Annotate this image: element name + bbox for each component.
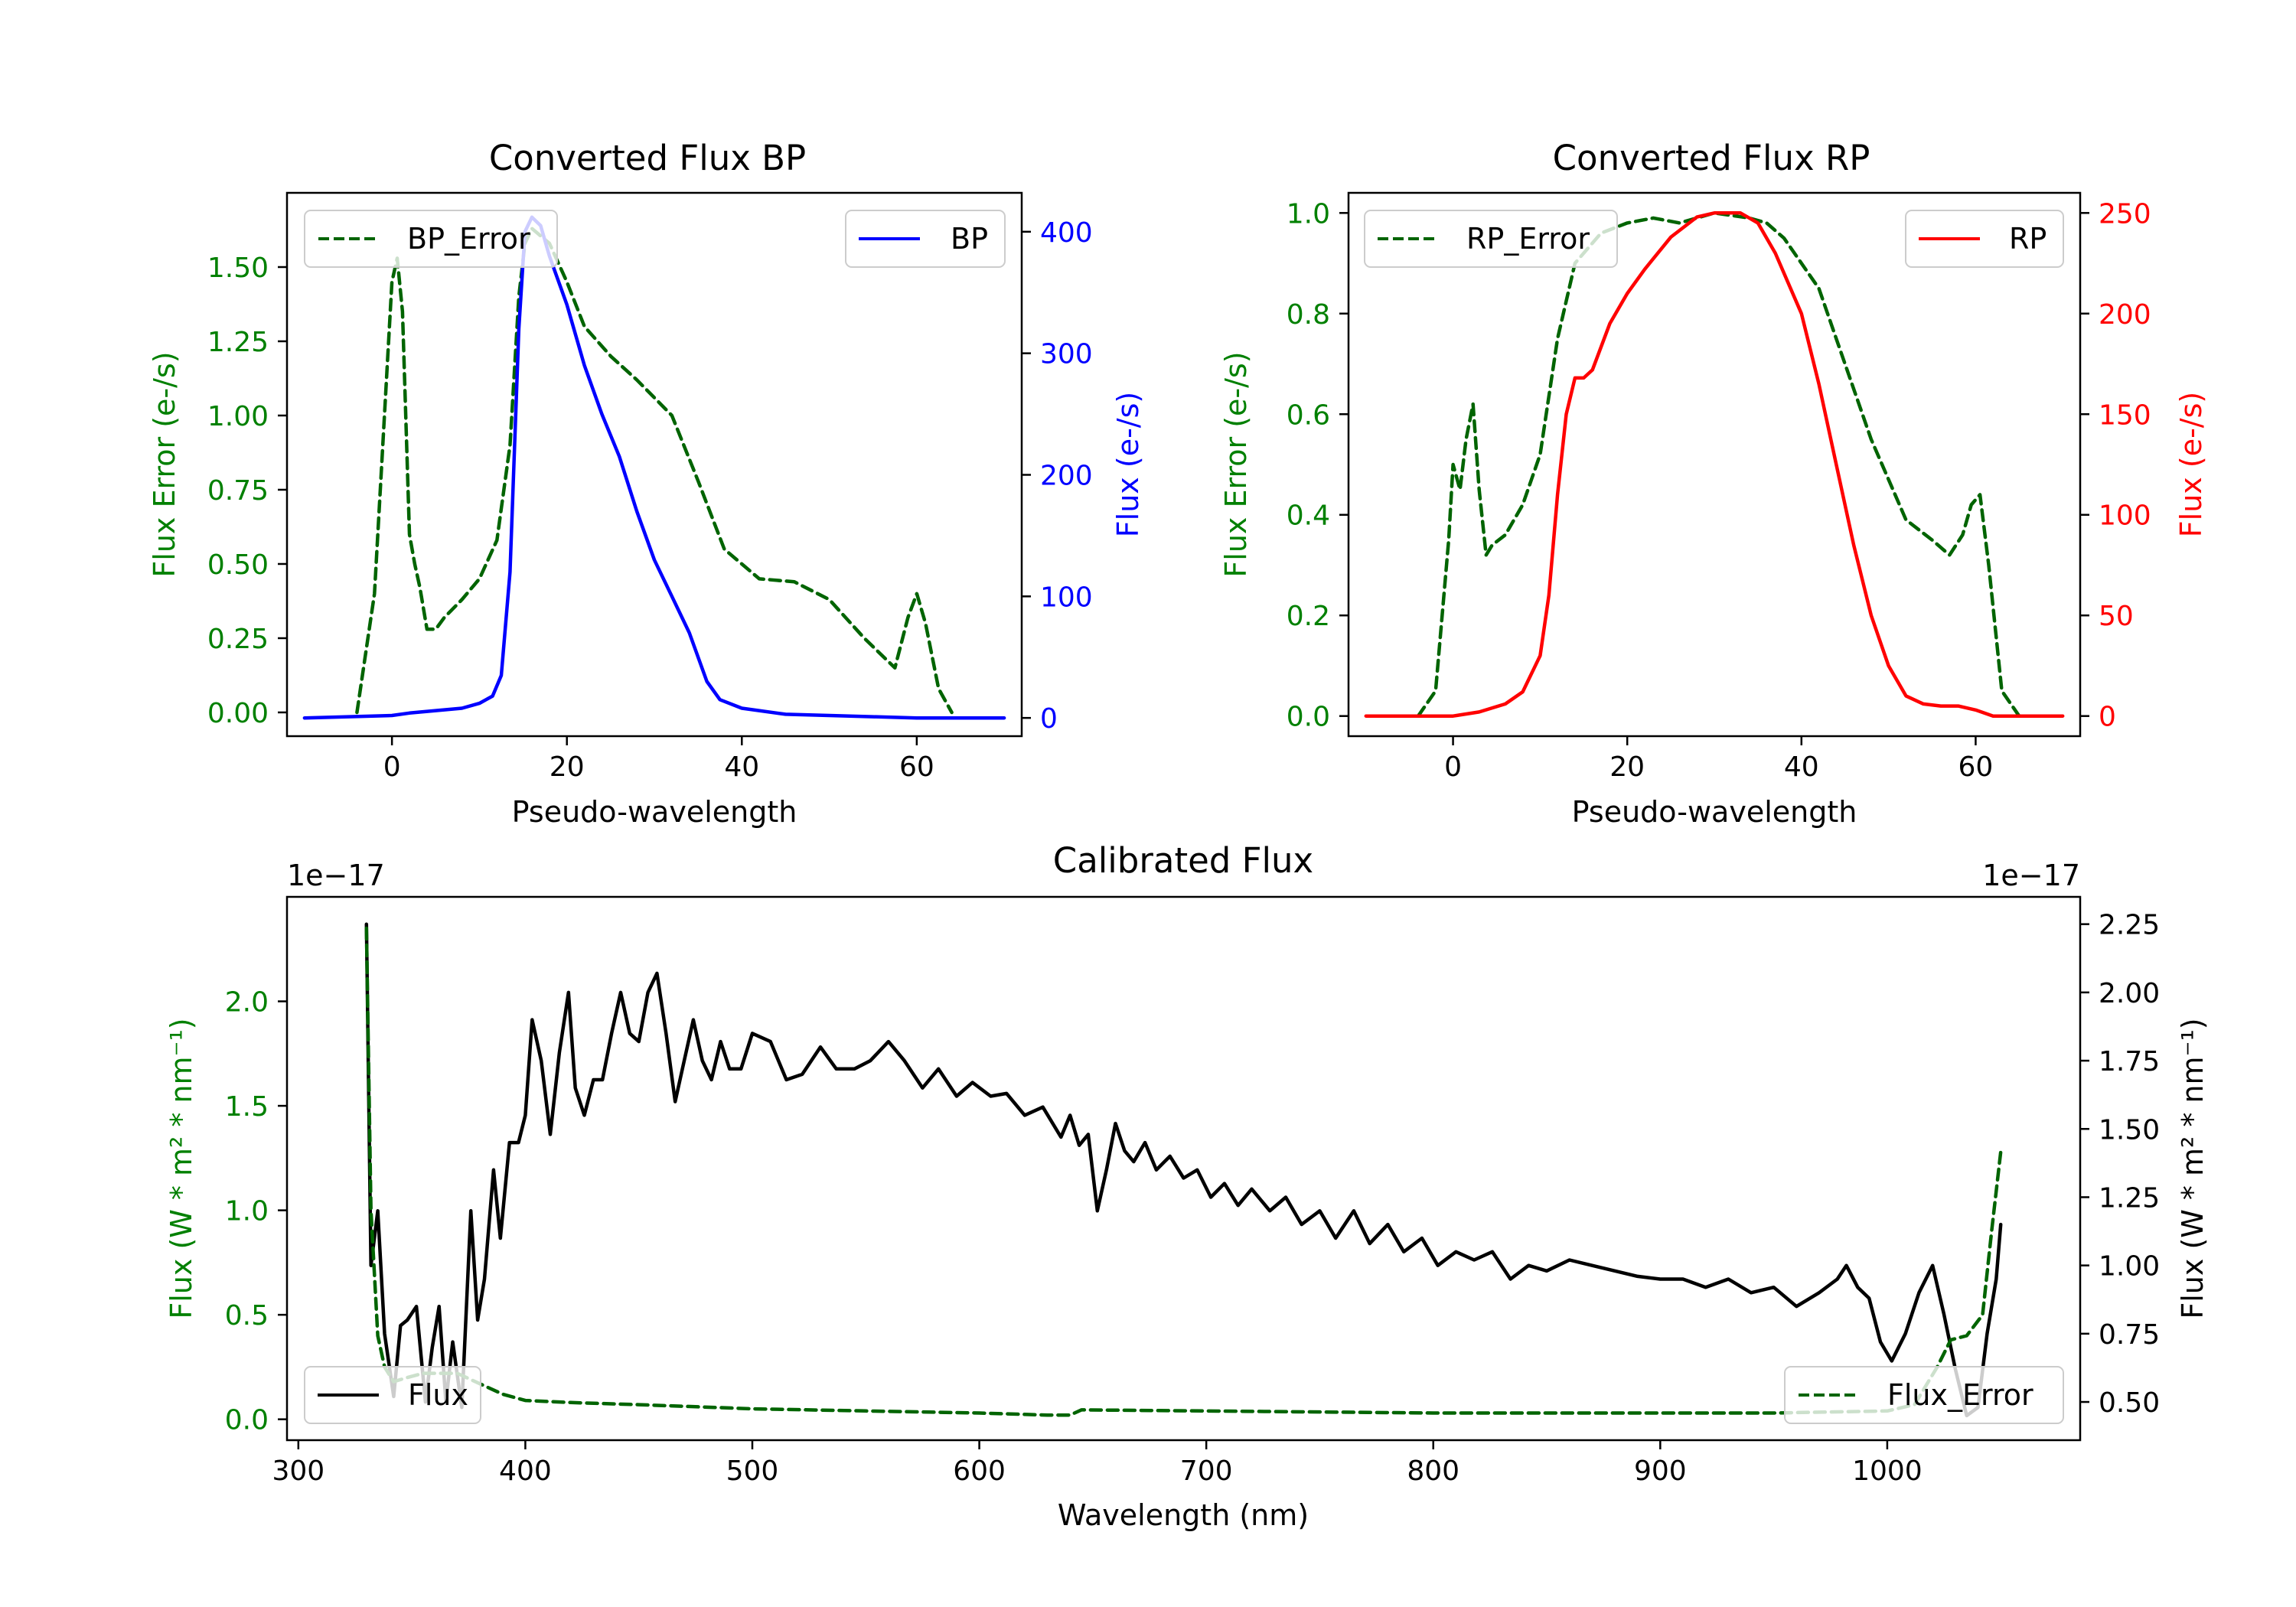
x-tick-label: 900 bbox=[1634, 1455, 1687, 1487]
y-tick-label-left: 1.25 bbox=[207, 327, 269, 358]
x-tick-label: 700 bbox=[1180, 1455, 1233, 1487]
legend-label: Flux bbox=[408, 1378, 468, 1412]
y-tick-label-right: 2.00 bbox=[2099, 978, 2160, 1009]
chart-title: Calibrated Flux bbox=[1053, 840, 1313, 881]
y-tick-label-right: 0 bbox=[2099, 702, 2116, 733]
x-tick-label: 500 bbox=[726, 1455, 779, 1487]
legend-frame bbox=[1364, 210, 1618, 268]
x-tick-label: 20 bbox=[1609, 751, 1645, 783]
y-tick-label-right: 200 bbox=[1040, 461, 1093, 492]
y-axis-label-left: Flux Error (e-/s) bbox=[148, 351, 181, 577]
y-tick-label-left: 2.0 bbox=[225, 987, 269, 1019]
y-axis-label-right: Flux (W * m² * nm⁻¹) bbox=[2176, 1018, 2210, 1319]
y-tick-label-right: 1.25 bbox=[2099, 1182, 2160, 1214]
y-tick-label-left: 0.8 bbox=[1287, 299, 1330, 331]
legend-frame bbox=[304, 210, 558, 268]
y-axis-label-right: Flux (e-/s) bbox=[1111, 392, 1145, 537]
series-line-rp-error bbox=[1416, 211, 2021, 718]
legend-rp-error: RP_Error bbox=[1364, 210, 1618, 268]
y-axis-label-left: Flux Error (e-/s) bbox=[1219, 351, 1253, 577]
x-tick-label: 800 bbox=[1407, 1455, 1459, 1487]
legend-frame bbox=[1905, 210, 2064, 268]
y-tick-label-left: 0.6 bbox=[1287, 399, 1330, 431]
y-tick-label-right: 250 bbox=[2099, 198, 2151, 230]
y-tick-label-left: 0.4 bbox=[1287, 500, 1330, 532]
y-axis-label-right: Flux (e-/s) bbox=[2174, 392, 2208, 537]
y-tick-label-right: 300 bbox=[1040, 339, 1093, 370]
y-tick-label-right: 100 bbox=[2099, 500, 2151, 532]
y-tick-label-right: 50 bbox=[2099, 601, 2134, 632]
x-tick-label: 0 bbox=[1444, 751, 1462, 783]
x-axis-label: Wavelength (nm) bbox=[1058, 1498, 1309, 1532]
chart-converted-flux-rp: Converted Flux RP 0 20 40 60 0.0 0.2 0.4 0.6 0.8… bbox=[1219, 138, 2208, 829]
x-tick-label: 60 bbox=[899, 751, 934, 783]
y-tick-label-right: 1.00 bbox=[2099, 1251, 2160, 1283]
y-tick-label-right: 1.75 bbox=[2099, 1046, 2160, 1077]
y-tick-label-left: 0.0 bbox=[1287, 702, 1330, 733]
y-tick-label-left: 1.0 bbox=[225, 1196, 269, 1227]
x-tick-label: 300 bbox=[272, 1455, 325, 1487]
y-tick-label-right: 200 bbox=[2099, 299, 2151, 331]
y-tick-label-right: 0.75 bbox=[2099, 1319, 2160, 1351]
y-tick-label-left: 0.75 bbox=[207, 475, 269, 507]
legend-frame bbox=[845, 210, 1006, 268]
legend-label: BP bbox=[951, 222, 988, 256]
legend-bp-error: BP_Error bbox=[304, 210, 558, 268]
y-tick-label-left: 1.0 bbox=[1287, 198, 1330, 230]
plot-frame bbox=[1347, 191, 2082, 738]
x-tick-label: 20 bbox=[550, 751, 585, 783]
chart-title: Converted Flux BP bbox=[489, 138, 806, 178]
legend-flux-error: Flux_Error bbox=[1784, 1366, 2064, 1424]
legend-flux: Flux bbox=[304, 1366, 481, 1424]
y-tick-label-right: 2.25 bbox=[2099, 910, 2160, 941]
x-tick-label: 1000 bbox=[1852, 1455, 1923, 1487]
y-tick-label-left: 1.50 bbox=[207, 253, 269, 284]
chart-calibrated-flux: Calibrated Flux 1e−17 1e−17 300 400 500 600… bbox=[165, 840, 2210, 1532]
legend-frame bbox=[304, 1366, 481, 1424]
y-tick-label-left: 0.00 bbox=[207, 698, 269, 729]
y-tick-label-left: 1.00 bbox=[207, 401, 269, 432]
chart-title: Converted Flux RP bbox=[1553, 138, 1870, 178]
plot-frame bbox=[285, 895, 2082, 1442]
series-line-rp bbox=[1364, 211, 2065, 718]
y-axis-offset-left: 1e−17 bbox=[287, 859, 385, 892]
series-line-bp bbox=[302, 215, 1006, 720]
legend-label: Flux_Error bbox=[1887, 1378, 2033, 1412]
x-axis-label: Pseudo-wavelength bbox=[512, 795, 797, 829]
y-tick-label-left: 0.0 bbox=[225, 1405, 269, 1436]
x-tick-label: 600 bbox=[953, 1455, 1006, 1487]
y-tick-label-left: 1.5 bbox=[225, 1091, 269, 1123]
y-tick-label-right: 400 bbox=[1040, 217, 1093, 249]
x-tick-label: 0 bbox=[383, 751, 401, 783]
legend-bp: BP bbox=[845, 210, 1006, 268]
series-line-flux bbox=[364, 922, 2003, 1418]
plot-frame bbox=[285, 191, 1023, 738]
y-tick-label-left: 0.25 bbox=[207, 624, 269, 655]
y-axis-offset-right: 1e−17 bbox=[1982, 859, 2080, 892]
y-axis-label-left: Flux (W * m² * nm⁻¹) bbox=[165, 1018, 198, 1319]
legend-label: BP_Error bbox=[407, 222, 530, 256]
legend-frame bbox=[1784, 1366, 2064, 1424]
y-tick-label-right: 0 bbox=[1040, 703, 1058, 735]
y-tick-label-right: 0.50 bbox=[2099, 1387, 2160, 1419]
x-tick-label: 40 bbox=[724, 751, 759, 783]
legend-rp: RP bbox=[1905, 210, 2064, 268]
y-tick-label-right: 100 bbox=[1040, 582, 1093, 613]
legend-label: RP_Error bbox=[1466, 222, 1590, 256]
y-tick-label-right: 150 bbox=[2099, 399, 2151, 431]
legend-label: RP bbox=[2009, 222, 2047, 256]
x-axis-label: Pseudo-wavelength bbox=[1572, 795, 1857, 829]
y-tick-label-right: 1.50 bbox=[2099, 1114, 2160, 1146]
x-tick-label: 60 bbox=[1958, 751, 1994, 783]
x-tick-label: 400 bbox=[499, 1455, 552, 1487]
y-tick-label-left: 0.2 bbox=[1287, 601, 1330, 632]
y-tick-label-left: 0.50 bbox=[207, 549, 269, 581]
y-tick-label-left: 0.5 bbox=[225, 1300, 269, 1332]
x-tick-label: 40 bbox=[1784, 751, 1819, 783]
chart-converted-flux-bp: Converted Flux BP 0 20 40 60 0.00 0.25 0.50 0.7… bbox=[148, 138, 1145, 829]
